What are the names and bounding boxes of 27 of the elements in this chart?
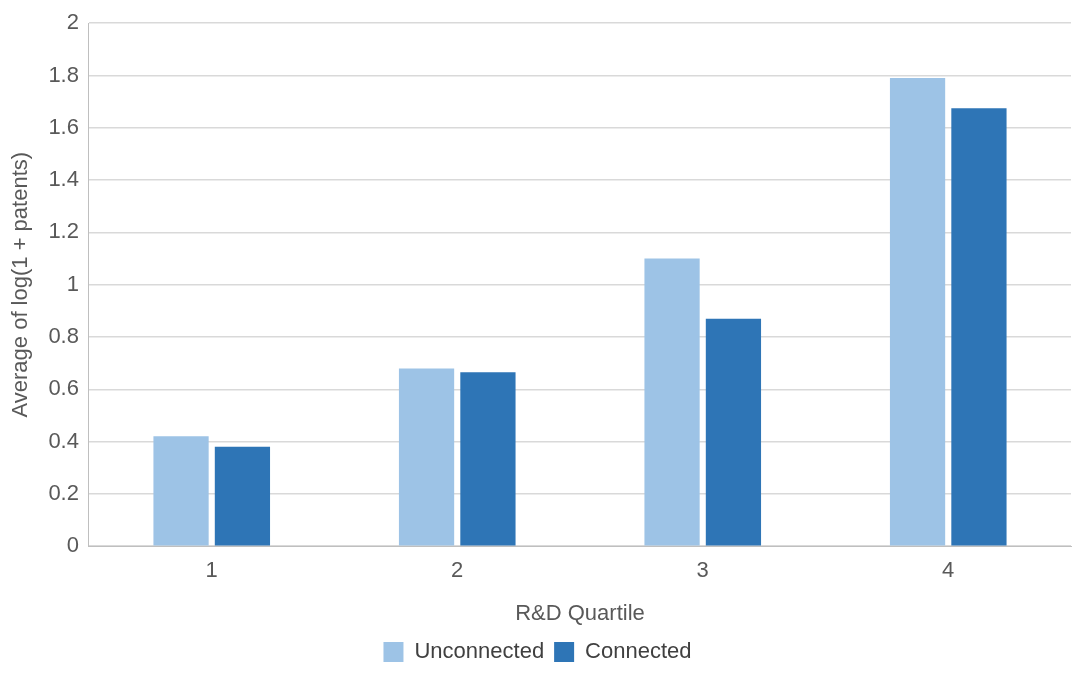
x-tick-label: 1: [205, 557, 218, 583]
x-tick-label: 4: [942, 557, 955, 583]
y-tick-label: 1.4: [48, 166, 79, 192]
x-tick-label: 2: [451, 557, 464, 583]
y-tick-label: 0.4: [48, 427, 79, 453]
x-tick-label: 3: [696, 557, 709, 583]
x-axis-title: R&D Quartile: [515, 599, 645, 625]
legend-label: Unconnected: [414, 638, 545, 664]
y-axis-title: Average of log(1 + patents): [7, 151, 33, 418]
bar: [889, 78, 946, 546]
y-tick-label: 1.6: [48, 113, 79, 139]
bar: [705, 318, 762, 546]
y-tick-label: 0: [66, 532, 79, 558]
y-tick-label: 0.6: [48, 375, 79, 401]
legend-label: Connected: [585, 638, 692, 664]
bar: [951, 108, 1007, 546]
bar: [460, 372, 516, 546]
bar: [644, 258, 700, 546]
bar: [214, 446, 271, 546]
y-tick-label: 0.2: [48, 479, 79, 505]
y-tick-label: 1.8: [48, 61, 79, 87]
y-tick-label: 1.2: [48, 218, 79, 244]
bar: [153, 436, 209, 546]
y-tick-label: 1: [66, 270, 79, 296]
y-tick-label: 0.8: [48, 323, 79, 349]
bar: [398, 368, 455, 546]
y-tick-label: 2: [66, 9, 79, 35]
